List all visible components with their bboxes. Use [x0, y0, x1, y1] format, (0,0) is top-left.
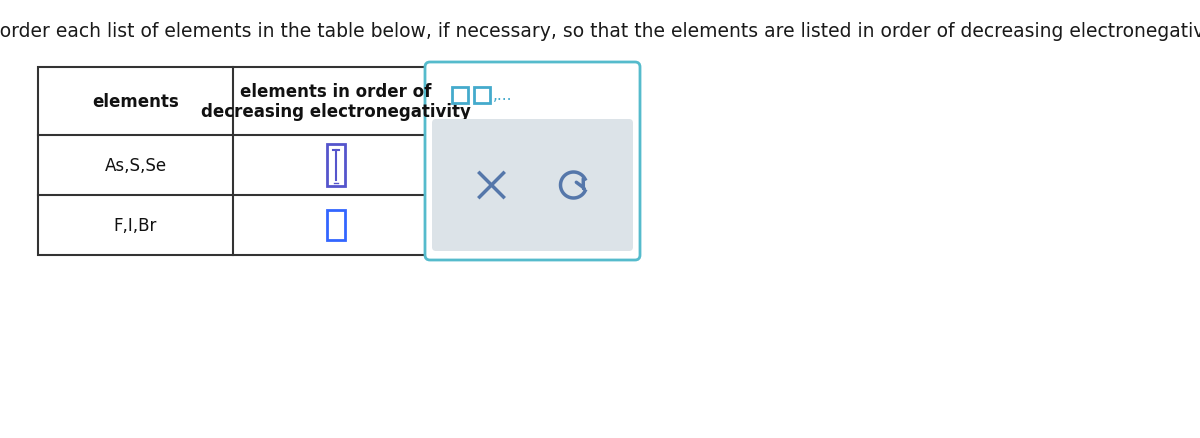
FancyBboxPatch shape [425, 63, 640, 261]
Text: Re-order each list of elements in the table below, if necessary, so that the ele: Re-order each list of elements in the ta… [0, 22, 1200, 41]
Bar [326, 211, 344, 240]
Bar [38, 68, 438, 255]
Bar [474, 88, 490, 104]
Text: elements in order of
decreasing electronegativity: elements in order of decreasing electron… [200, 82, 470, 121]
Bar [326, 145, 344, 187]
FancyBboxPatch shape [432, 120, 634, 251]
Text: ,...: ,... [493, 88, 512, 103]
Text: F,I,Br: F,I,Br [114, 216, 157, 234]
Bar [452, 88, 468, 104]
Text: As,S,Se: As,S,Se [104, 157, 167, 175]
Text: elements: elements [92, 93, 179, 111]
